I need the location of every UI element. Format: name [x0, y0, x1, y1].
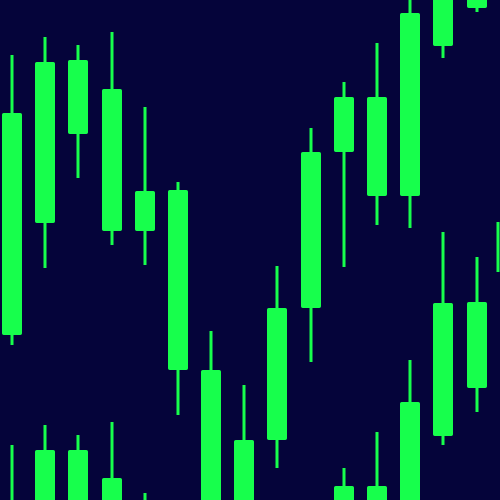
candle-body [467, 302, 487, 388]
candle-body [400, 402, 420, 500]
candle-body [35, 62, 55, 223]
candle-body [267, 308, 287, 440]
candle-body [135, 191, 155, 231]
candle-body [102, 478, 122, 500]
candle-body [433, 0, 453, 46]
candle-body [168, 190, 188, 370]
candle-body [334, 97, 354, 152]
candle-body [367, 486, 387, 500]
candle-body [102, 89, 122, 231]
candle-body [35, 450, 55, 500]
candle-body [68, 450, 88, 500]
candle-body [334, 486, 354, 500]
candle-body [400, 13, 420, 196]
candle-body [201, 370, 221, 500]
candle-body [2, 113, 22, 335]
candle-body [68, 60, 88, 134]
candle-body [467, 0, 487, 8]
candle-body [433, 303, 453, 436]
candle-body [234, 440, 254, 500]
candle-body [367, 97, 387, 196]
candle-body [301, 152, 321, 308]
